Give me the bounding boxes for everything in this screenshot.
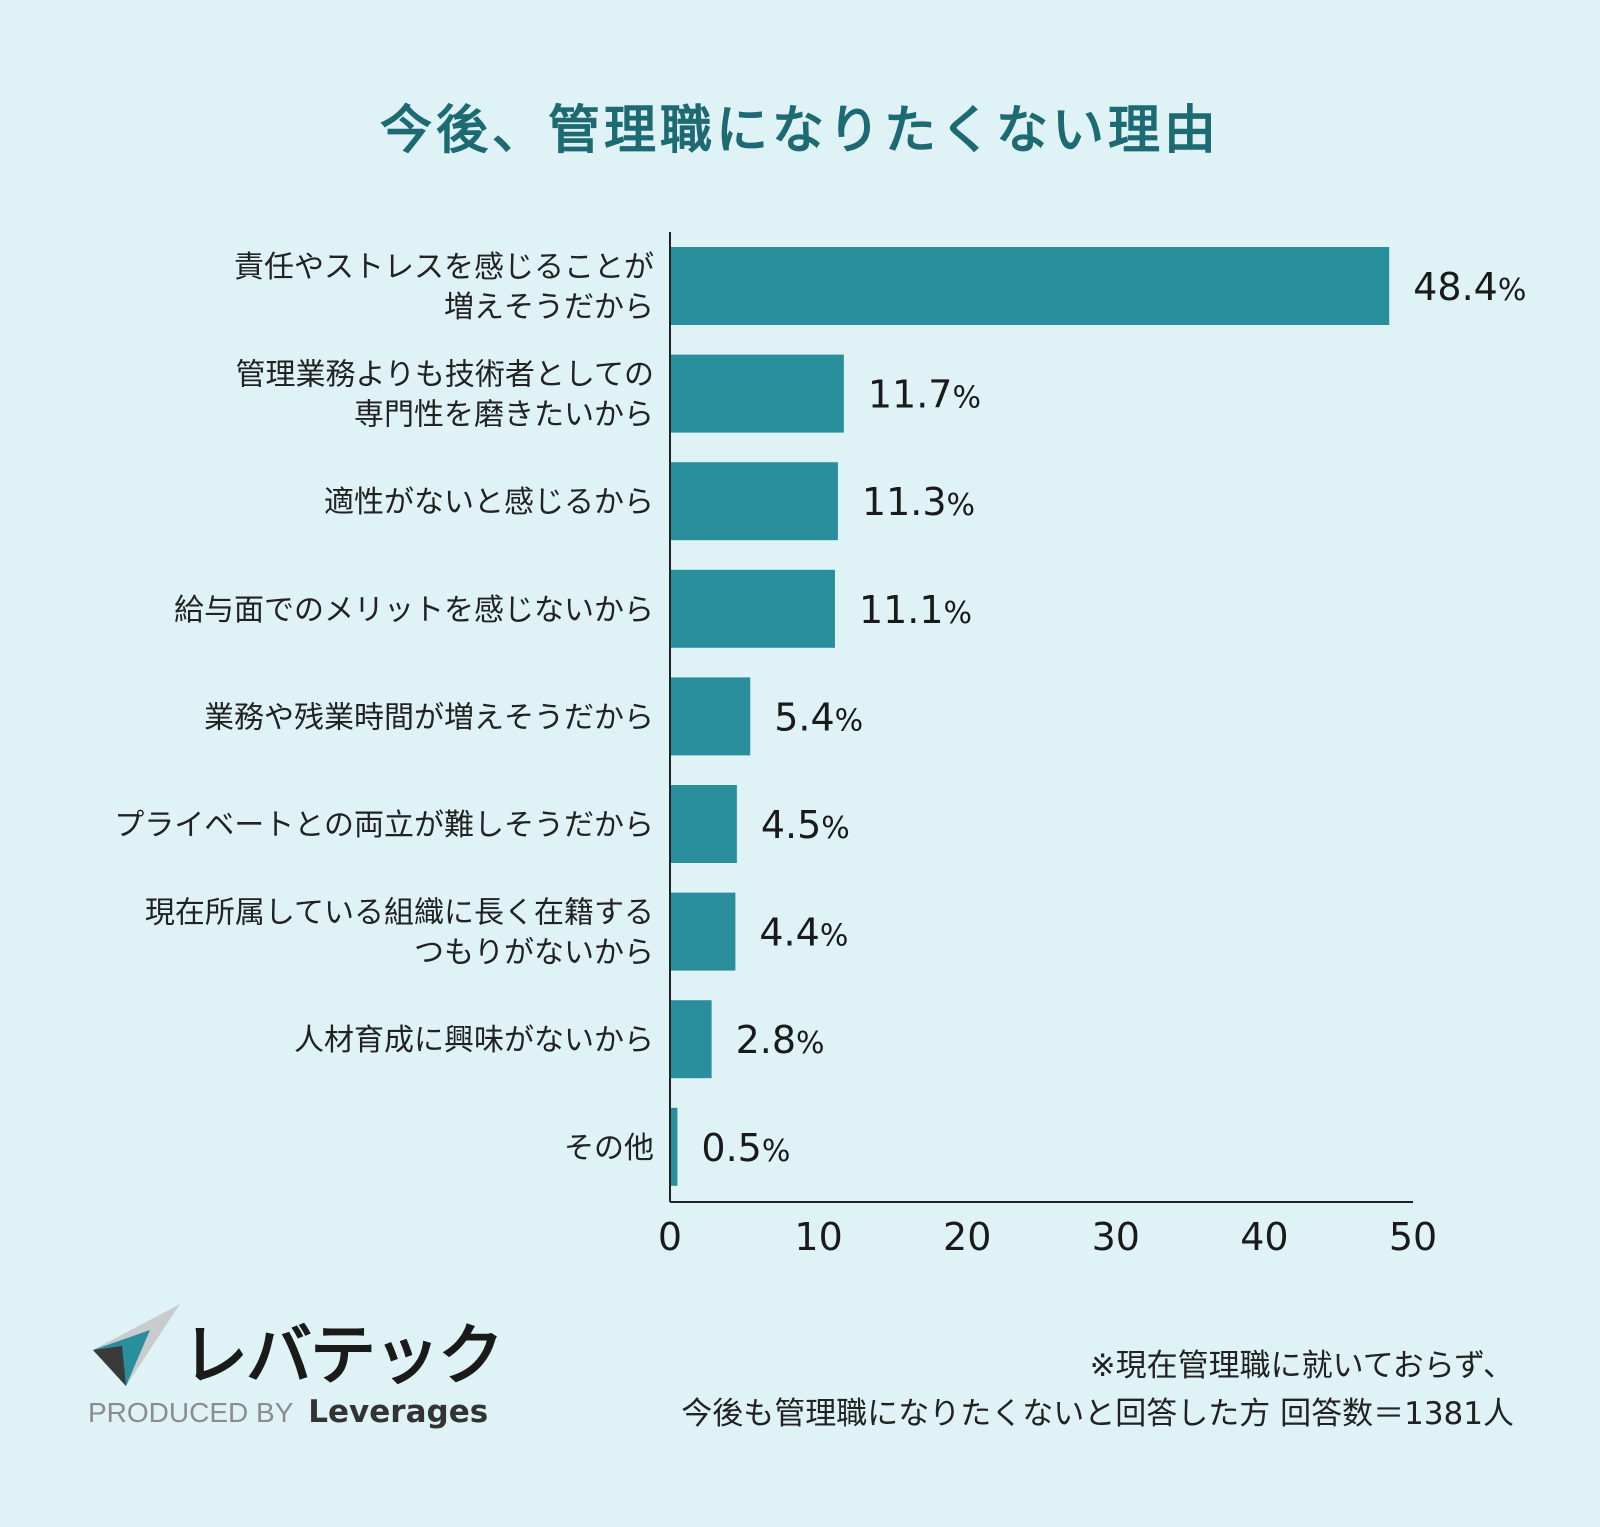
chart-title: 今後、管理職になりたくない理由 [379,101,1220,161]
category-label-0-1: 増えそうだから [444,290,654,325]
value-label-6: 4.4% [759,911,848,955]
bar-6 [670,892,736,971]
value-label-5: 4.5% [761,803,850,847]
x-tick-label-2: 20 [943,1215,991,1259]
logo-wordmark: レバテック [182,1317,504,1394]
logo-mark-icon [93,1304,180,1386]
bar-7 [670,1000,712,1079]
value-label-0: 48.4% [1413,265,1526,309]
levtech-logo: レバテック PRODUCED BY Leverages [88,1302,504,1432]
category-label-7-0: 人材育成に興味がないから [294,1023,654,1058]
value-label-8: 0.5% [701,1126,790,1170]
value-label-3: 11.1% [859,588,972,632]
bar-0 [670,247,1390,325]
bar-3 [670,569,835,648]
value-label-2: 11.3% [862,480,975,524]
produced-by-line: PRODUCED BY Leverages [88,1394,488,1430]
value-label-1: 11.7% [868,373,981,417]
x-tick-label-4: 40 [1240,1215,1288,1259]
bar-5 [670,785,737,863]
value-label-7: 2.8% [736,1018,825,1062]
footnote: ※現在管理職に就いておらず、 今後も管理職になりたくないと回答した方 回答数＝1… [681,1342,1514,1438]
category-label-3-0: 給与面でのメリットを感じないから [174,593,654,628]
value-label-4: 5.4% [774,695,863,739]
x-tick-label-3: 30 [1092,1215,1140,1259]
category-label-5-0: プライベートとの両立が難しそうだから [114,808,654,843]
bar-8 [670,1107,678,1186]
category-label-0-0: 責任やストレスを感じることが [234,250,654,285]
bar-4 [670,677,751,756]
category-label-8-0: その他 [564,1131,654,1166]
category-label-1-0: 管理業務よりも技術者としての [236,358,655,393]
company-name: Leverages [308,1394,489,1430]
x-tick-label-0: 0 [658,1215,682,1259]
footnote-line-2: 今後も管理職になりたくないと回答した方 回答数＝1381人 [681,1396,1514,1432]
x-tick-label-1: 10 [794,1215,842,1259]
footnote-line-1: ※現在管理職に就いておらず、 [1089,1348,1514,1384]
produced-by-text: PRODUCED BY [88,1397,294,1428]
category-label-1-1: 専門性を磨きたいから [354,398,654,433]
bar-1 [670,354,844,433]
category-label-4-0: 業務や残業時間が増えそうだから [204,700,654,735]
bar-2 [670,462,838,541]
x-tick-label-5: 50 [1389,1215,1437,1259]
category-label-6-1: つもりがないから [414,936,654,971]
category-label-6-0: 現在所属している組織に長く在籍する [145,896,654,931]
category-label-2-0: 適性がないと感じるから [324,485,654,520]
